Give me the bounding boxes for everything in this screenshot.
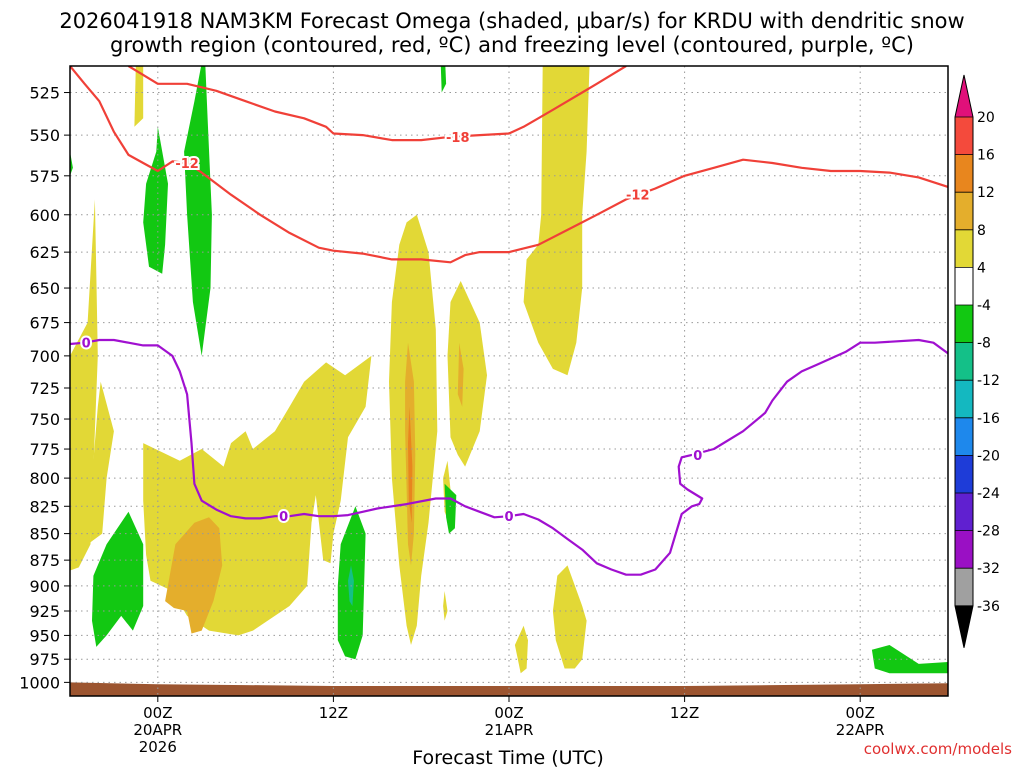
colorbar-label: 16: [977, 148, 995, 164]
omega-region: [134, 66, 144, 127]
x-tick-label: 2026: [139, 738, 177, 756]
y-tick-label: 625: [29, 243, 60, 262]
ground-surface: [70, 682, 948, 696]
colorbar-label: 12: [977, 185, 995, 201]
omega-region: [552, 565, 587, 669]
omega-region: [447, 281, 487, 467]
plot-content: -18 -12 -12 0 0 0 0: [70, 66, 948, 696]
omega-region: [143, 126, 168, 274]
contour-label: 0: [693, 449, 702, 464]
colorbar-label: 8: [977, 223, 986, 239]
colorbar-label: 4: [977, 260, 986, 276]
y-tick-label: 800: [29, 469, 60, 488]
colorbar-bin: [955, 380, 973, 418]
y-tick-label: 550: [29, 126, 60, 145]
y-tick-label: 950: [29, 626, 60, 645]
y-tick-label: 525: [29, 84, 60, 103]
x-tick-label: 00Z: [494, 704, 523, 722]
colorbar-bin: [955, 267, 973, 305]
colorbar: 20 16 12 8 4 -4 -8 -12 -16 -20 -24 -28 -32 -36: [954, 74, 1000, 648]
chart-title-line-1: 2026041918 NAM3KM Forecast Omega (shaded…: [59, 9, 964, 33]
contour-label: -12: [626, 189, 650, 204]
colorbar-bin: [955, 154, 973, 193]
omega-region: [457, 342, 464, 407]
colorbar-bin: [955, 117, 973, 155]
omega-region: [443, 591, 448, 621]
dendritic-contour: [70, 66, 948, 264]
x-axis-label: Forecast Time (UTC): [412, 747, 603, 768]
plot-area: -18 -12 -12 0 0 0 0 525 550 575 600 625 650 675 700 725…: [19, 65, 949, 756]
colorbar-label: -20: [977, 448, 1000, 464]
y-tick-label: 600: [29, 206, 60, 225]
omega-region: [408, 406, 413, 523]
y-tick-label: 1000: [19, 673, 60, 692]
colorbar-label: -8: [977, 336, 991, 352]
omega-region: [871, 645, 948, 674]
contour-label: 0: [279, 510, 288, 525]
colorbar-bin: [955, 530, 973, 569]
colorbar-bin: [955, 192, 973, 230]
x-tick-label: 00Z: [143, 704, 172, 722]
colorbar-bin: [955, 493, 973, 531]
colorbar-label: -16: [977, 411, 1000, 427]
colorbar-bin: [955, 305, 973, 343]
x-tick-label: 21APR: [485, 721, 534, 739]
y-tick-label: 850: [29, 525, 60, 544]
contour-label: 0: [82, 337, 91, 352]
y-tick-label: 750: [29, 410, 60, 429]
y-tick-label: 700: [29, 347, 60, 366]
credit-link[interactable]: coolwx.com/models: [864, 740, 1012, 758]
y-tick-label: 675: [29, 314, 60, 333]
freezing-level-contour: [70, 338, 948, 576]
y-tick-label: 825: [29, 497, 60, 516]
colorbar-label: -32: [977, 561, 1000, 577]
x-tick-label: 12Z: [319, 704, 348, 722]
colorbar-bin: [955, 455, 973, 493]
omega-region: [92, 511, 144, 647]
x-tick-label: 22APR: [836, 721, 885, 739]
y-tick-label: 725: [29, 379, 60, 398]
colorbar-top-triangle: [955, 75, 973, 117]
y-tick-label: 650: [29, 279, 60, 298]
colorbar-label: -36: [977, 599, 1000, 615]
colorbar-label: 20: [977, 110, 995, 126]
omega-region: [440, 66, 447, 93]
x-tick-label: 20APR: [133, 721, 182, 739]
colorbar-bin: [955, 417, 973, 456]
y-tick-label: 900: [29, 577, 60, 596]
omega-region: [523, 66, 590, 376]
colorbar-label: -28: [977, 524, 1000, 540]
x-tick-label: 12Z: [670, 704, 699, 722]
omega-region: [184, 66, 212, 356]
omega-region: [444, 483, 457, 534]
dendritic-contour: [127, 66, 627, 142]
y-tick-label: 775: [29, 440, 60, 459]
colorbar-bottom-triangle: [955, 605, 973, 648]
omega-region: [90, 381, 114, 543]
colorbar-bin: [955, 229, 973, 268]
y-tick-label: 975: [29, 650, 60, 669]
contour-label: 0: [504, 510, 513, 525]
colorbar-label: -4: [977, 298, 991, 314]
x-tick-label: 00Z: [846, 704, 875, 722]
omega-region: [165, 517, 223, 634]
colorbar-label: -12: [977, 373, 1000, 389]
omega-region: [514, 625, 528, 674]
contour-label: -18: [446, 131, 470, 146]
chart-title-line-2: growth region (contoured, red, ºC) and f…: [110, 33, 914, 57]
y-tick-label: 925: [29, 602, 60, 621]
contour-label: -12: [175, 157, 199, 172]
colorbar-bin: [955, 568, 973, 606]
y-tick-label: 875: [29, 551, 60, 570]
colorbar-bin: [955, 342, 973, 381]
colorbar-label: -24: [977, 486, 1000, 502]
y-tick-label: 575: [29, 167, 60, 186]
